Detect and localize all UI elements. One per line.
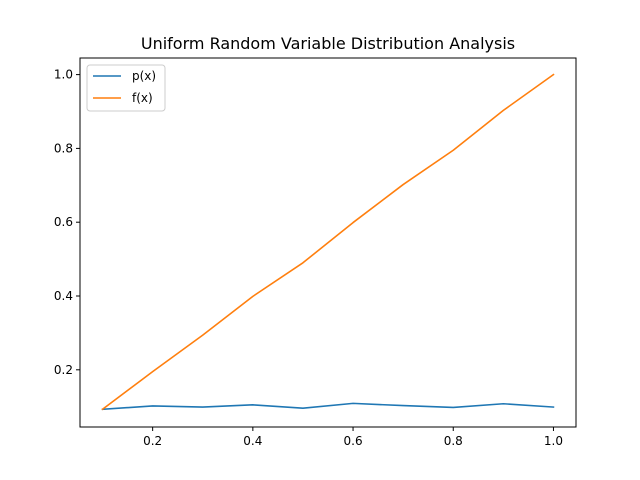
y-tick-label: 0.8 xyxy=(54,141,73,155)
series-line-p xyxy=(101,402,555,411)
legend-entries: p(x) f(x) xyxy=(93,69,156,105)
x-tick-label: 0.2 xyxy=(143,434,162,448)
legend-label: f(x) xyxy=(132,91,153,105)
y-tick-label: 0.6 xyxy=(54,215,73,229)
y-tick-label: 0.2 xyxy=(54,363,73,377)
y-tick-label: 1.0 xyxy=(54,68,73,82)
x-tick-label: 1.0 xyxy=(544,434,563,448)
series-line-f xyxy=(101,73,555,411)
x-tick-label: 0.8 xyxy=(444,434,463,448)
plot-area xyxy=(79,57,577,428)
axes-frame xyxy=(79,57,577,428)
y-tick-label: 0.4 xyxy=(54,289,73,303)
y-axis: 0.2 0.4 0.6 0.8 1.0 xyxy=(54,68,80,377)
chart-title: Uniform Random Variable Distribution Ana… xyxy=(141,34,515,53)
x-tick-label: 0.6 xyxy=(344,434,363,448)
legend: p(x) f(x) xyxy=(86,64,166,112)
x-axis: 0.2 0.4 0.6 0.8 1.0 xyxy=(143,427,563,448)
legend-label: p(x) xyxy=(132,69,156,83)
series-layer xyxy=(101,73,555,411)
x-tick-label: 0.4 xyxy=(243,434,262,448)
